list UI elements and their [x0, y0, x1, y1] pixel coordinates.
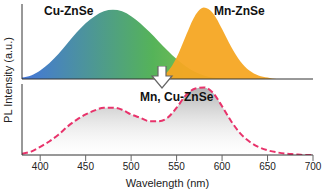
svg-text:700: 700 [305, 161, 317, 172]
svg-text:500: 500 [123, 161, 140, 172]
svg-text:400: 400 [32, 161, 49, 172]
html-text:PL Intensity (a.u.): PL Intensity (a.u.) [2, 37, 14, 123]
html-text:Cu-ZnSe: Cu-ZnSe [44, 4, 94, 18]
svg-text:600: 600 [214, 161, 231, 172]
svg-text:550: 550 [168, 161, 185, 172]
svg-text:450: 450 [77, 161, 94, 172]
html-text:Mn-ZnSe: Mn-ZnSe [214, 4, 265, 18]
svg-text:Wavelength (nm): Wavelength (nm) [126, 177, 209, 189]
svg-text:650: 650 [259, 161, 276, 172]
html-text:Mn, Cu-ZnSe: Mn, Cu-ZnSe [140, 90, 214, 104]
